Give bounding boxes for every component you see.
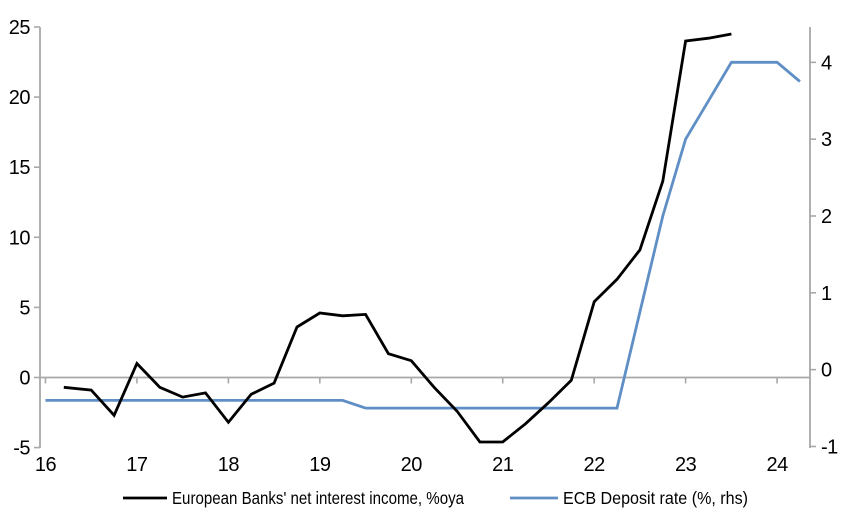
x-axis-tick-label: 23	[675, 454, 697, 476]
y-right-tick-label: 2	[821, 206, 832, 228]
x-axis-tick-label: 17	[126, 454, 148, 476]
y-right-tick-label: -1	[821, 436, 838, 458]
y-right-tick-label: 4	[821, 52, 832, 74]
y-right-tick-label: 1	[821, 283, 832, 305]
y-right-tick-label: 3	[821, 129, 832, 151]
x-axis-tick-label: 18	[218, 454, 240, 476]
y-left-tick-label: 20	[9, 87, 31, 109]
series-line-net-interest-income	[63, 32, 732, 444]
series-line-ecb-deposit-rate	[45, 60, 801, 410]
x-axis-tick-label: 22	[584, 454, 606, 476]
y-left-tick-label: 10	[9, 227, 31, 249]
x-axis-tick-label: 19	[309, 454, 331, 476]
legend-label-net-interest-income: European Banks' net interest income, %oy…	[172, 488, 464, 508]
y-left-tick-label: 0	[19, 367, 30, 389]
legend-label-ecb-deposit-rate: ECB Deposit rate (%, rhs)	[563, 488, 748, 508]
x-axis-tick-label: 21	[492, 454, 514, 476]
y-left-tick-label: -5	[13, 438, 30, 460]
y-left-tick-label: 5	[19, 297, 30, 319]
x-axis-tick-label: 24	[766, 454, 788, 476]
y-right-tick-label: 0	[821, 360, 832, 382]
x-axis-tick-label: 16	[35, 454, 57, 476]
x-axis-tick-label: 20	[401, 454, 423, 476]
y-left-tick-label: 15	[9, 157, 31, 179]
y-left-tick-label: 25	[9, 17, 31, 39]
chart-legend: European Banks' net interest income, %oy…	[123, 488, 748, 508]
